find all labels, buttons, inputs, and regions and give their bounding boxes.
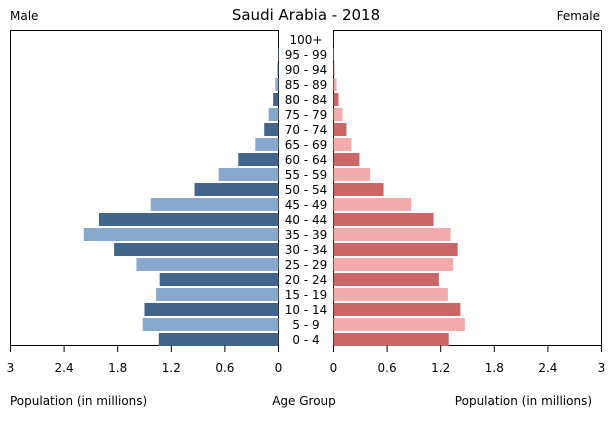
female-bar-4 bbox=[333, 273, 439, 286]
female-bar-7 bbox=[333, 228, 451, 241]
female-bar-12 bbox=[333, 153, 360, 166]
female-tick-label: 0 bbox=[330, 361, 338, 375]
age-group-label: 75 - 79 bbox=[285, 108, 328, 122]
male-tick-label: 1.2 bbox=[162, 361, 181, 375]
male-bar-14 bbox=[264, 123, 279, 136]
male-tick-label: 0.6 bbox=[215, 361, 234, 375]
female-bar-5 bbox=[333, 258, 454, 271]
female-bar-13 bbox=[333, 138, 352, 151]
male-bar-9 bbox=[150, 198, 279, 211]
age-group-label: 25 - 29 bbox=[285, 258, 328, 272]
age-group-label: 40 - 44 bbox=[285, 213, 328, 227]
male-tick-label: 2.4 bbox=[55, 361, 74, 375]
male-bar-8 bbox=[98, 213, 279, 226]
male-bar-17 bbox=[275, 78, 279, 91]
female-tick-label: 2.4 bbox=[538, 361, 557, 375]
female-bar-2 bbox=[333, 303, 461, 316]
male-tick-label: 3 bbox=[7, 361, 15, 375]
female-bar-8 bbox=[333, 213, 434, 226]
female-tick-label: 0.6 bbox=[378, 361, 397, 375]
female-tick-label: 1.2 bbox=[431, 361, 450, 375]
male-bar-7 bbox=[83, 228, 279, 241]
male-bar-1 bbox=[142, 318, 279, 331]
female-bar-15 bbox=[333, 108, 343, 121]
age-group-label: 90 - 94 bbox=[285, 63, 328, 77]
female-bar-9 bbox=[333, 198, 412, 211]
male-label: Male bbox=[10, 9, 38, 23]
age-group-label: 0 - 4 bbox=[292, 333, 319, 347]
female-bar-18 bbox=[333, 63, 335, 76]
age-group-label: 55 - 59 bbox=[285, 168, 328, 182]
age-group-label: 85 - 89 bbox=[285, 78, 328, 92]
x-axis-label-left: Population (in millions) bbox=[10, 394, 147, 408]
female-bar-14 bbox=[333, 123, 347, 136]
male-tick-label: 1.8 bbox=[108, 361, 127, 375]
age-group-label: 20 - 24 bbox=[285, 273, 328, 287]
age-group-label: 35 - 39 bbox=[285, 228, 328, 242]
female-bar-10 bbox=[333, 183, 384, 196]
male-bar-16 bbox=[273, 93, 279, 106]
age-group-label: 30 - 34 bbox=[285, 243, 328, 257]
age-group-label: 15 - 19 bbox=[285, 288, 328, 302]
age-group-label: 45 - 49 bbox=[285, 198, 328, 212]
age-group-label: 60 - 64 bbox=[285, 153, 328, 167]
male-bar-5 bbox=[136, 258, 279, 271]
male-bar-18 bbox=[277, 63, 279, 76]
male-tick-label: 0 bbox=[275, 361, 283, 375]
age-group-label: 50 - 54 bbox=[285, 183, 328, 197]
age-group-label: 10 - 14 bbox=[285, 303, 328, 317]
male-bar-2 bbox=[144, 303, 279, 316]
female-bar-17 bbox=[333, 78, 337, 91]
male-bar-3 bbox=[156, 288, 279, 301]
age-group-label: 65 - 69 bbox=[285, 138, 328, 152]
female-tick-label: 1.8 bbox=[485, 361, 504, 375]
x-axis-label-right: Population (in millions) bbox=[455, 394, 592, 408]
female-bar-6 bbox=[333, 243, 458, 256]
chart-title: Saudi Arabia - 2018 bbox=[232, 6, 380, 24]
age-group-label: 80 - 84 bbox=[285, 93, 328, 107]
age-group-label: 95 - 99 bbox=[285, 48, 328, 62]
female-tick-label: 3 bbox=[598, 361, 606, 375]
female-label: Female bbox=[557, 9, 600, 23]
x-axis-label-center: Age Group bbox=[272, 394, 336, 408]
female-bar-11 bbox=[333, 168, 371, 181]
male-bar-11 bbox=[218, 168, 279, 181]
female-bar-0 bbox=[333, 333, 449, 346]
male-bar-6 bbox=[114, 243, 279, 256]
male-bar-13 bbox=[255, 138, 279, 151]
male-bar-15 bbox=[268, 108, 279, 121]
female-bar-1 bbox=[333, 318, 465, 331]
female-bar-3 bbox=[333, 288, 448, 301]
age-group-label: 70 - 74 bbox=[285, 123, 328, 137]
male-bar-12 bbox=[238, 153, 279, 166]
male-bar-0 bbox=[158, 333, 279, 346]
age-group-label: 5 - 9 bbox=[292, 318, 319, 332]
male-bar-4 bbox=[159, 273, 279, 286]
age-group-label: 100+ bbox=[290, 33, 323, 47]
male-bar-10 bbox=[194, 183, 279, 196]
female-bar-16 bbox=[333, 93, 339, 106]
